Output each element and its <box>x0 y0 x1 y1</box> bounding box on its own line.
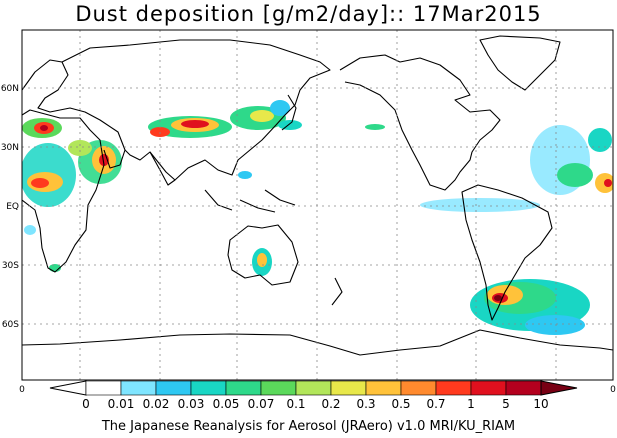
colorbar-box <box>365 380 402 396</box>
colorbar-box <box>120 380 157 396</box>
coast-india <box>149 151 176 186</box>
coast-europe <box>22 59 126 169</box>
lat-labels: 60N 30N EQ 30S 60S <box>1 84 19 330</box>
coast-antarctica <box>22 329 613 356</box>
colorbar-box <box>85 380 122 396</box>
colorbar-box <box>260 380 297 396</box>
coast-south-america <box>461 184 553 321</box>
colorbar-tick-label: 5 <box>502 397 510 411</box>
lat-label-30s: 30S <box>2 261 19 271</box>
colorbar-box <box>330 380 367 396</box>
lat-label-60n: 60N <box>1 84 19 94</box>
colorbar-tick-label: 0.1 <box>286 397 305 411</box>
colorbar-tick-label: 0.7 <box>426 397 445 411</box>
coast-australia <box>227 224 299 286</box>
map-frame <box>21 29 614 381</box>
colorbar-box <box>190 380 227 396</box>
coast-north-america <box>339 54 501 191</box>
colorbar-tick-label: 0.07 <box>248 397 275 411</box>
colorbar-tick-label: 0.01 <box>108 397 135 411</box>
colorbar-box <box>470 380 507 396</box>
coast-new-zealand <box>331 277 343 306</box>
colorbar-tick-label: 1 <box>467 397 475 411</box>
colorbar-under-triangle <box>49 380 87 396</box>
colorbar: 0 0.01 0.02 0.03 0.05 0.07 0.1 0.2 0.3 0.5 0.7 1 5 10 <box>49 380 578 411</box>
colorbar-box <box>295 380 332 396</box>
colorbar-tick-label: 10 <box>533 397 548 411</box>
colorbar-tick-label: 0.5 <box>391 397 410 411</box>
axis-max-label: 0 <box>610 385 616 395</box>
colorbar-tick-label: 0.02 <box>143 397 170 411</box>
colorbar-tick-label: 0.3 <box>356 397 375 411</box>
map-title: Dust deposition [g/m2/day]:: 17Mar2015 <box>75 2 542 26</box>
coast-indonesia <box>204 189 296 213</box>
coast-asia <box>61 39 331 181</box>
coastlines <box>22 35 613 356</box>
coast-japan <box>281 94 297 131</box>
colorbar-box <box>225 380 262 396</box>
map-footer: The Japanese Reanalysis for Aerosol (JRA… <box>101 419 516 434</box>
colorbar-box <box>400 380 437 396</box>
coast-greenland <box>479 35 561 91</box>
colorbar-tick-label: 0.05 <box>213 397 240 411</box>
colorbar-tick-label: 0.03 <box>178 397 205 411</box>
lat-label-30n: 30N <box>1 143 19 153</box>
colorbar-over-triangle <box>540 380 578 396</box>
lat-label-60s: 60S <box>2 320 19 330</box>
colorbar-box <box>155 380 192 396</box>
coast-africa <box>22 109 105 273</box>
colorbar-box <box>435 380 472 396</box>
colorbar-tick-label: 0.2 <box>321 397 340 411</box>
colorbar-box <box>505 380 542 396</box>
colorbar-tick-label: 0 <box>82 397 90 411</box>
lat-label-eq: EQ <box>6 202 19 212</box>
axis-min-label: 0 <box>19 385 25 395</box>
lat-lon-grid <box>22 30 613 380</box>
dust-shading <box>22 100 613 335</box>
